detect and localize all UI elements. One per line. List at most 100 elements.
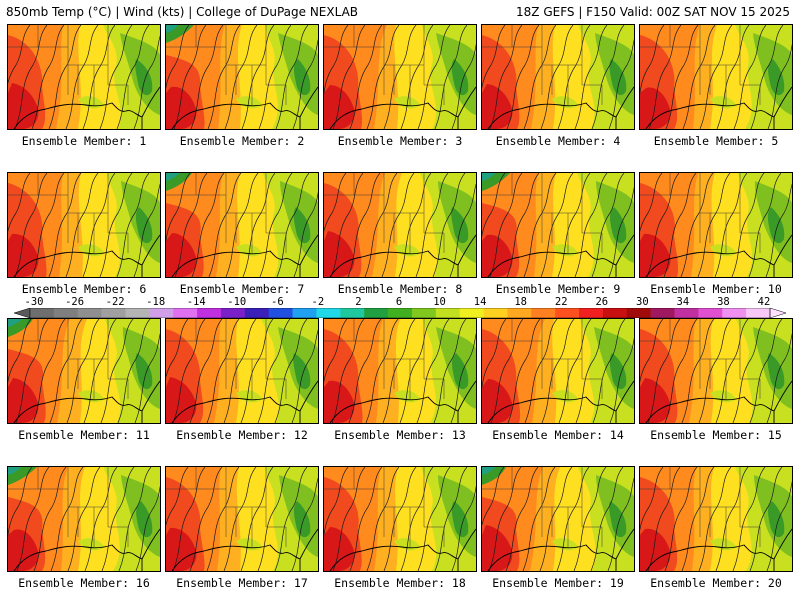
state-border xyxy=(581,213,602,234)
state-border xyxy=(739,359,760,380)
coastline-atlantic xyxy=(615,234,634,266)
isotherm-contour xyxy=(482,319,507,389)
state-border xyxy=(739,213,760,234)
isotherm-contour xyxy=(133,183,160,277)
colorbar-swatch xyxy=(435,308,460,318)
colorbar-swatch xyxy=(459,308,484,318)
colorbar-swatch xyxy=(101,308,126,318)
isotherm-contour xyxy=(8,467,33,537)
isotherm-contour xyxy=(415,173,449,277)
temperature-field-map xyxy=(324,25,476,129)
isotherm-contour xyxy=(506,173,540,277)
ensemble-member-map xyxy=(165,466,319,572)
isotherm-contour xyxy=(349,467,383,571)
colorbar-tick-label: 42 xyxy=(757,296,771,308)
state-border xyxy=(581,359,602,380)
colorbar-tick-label: 22 xyxy=(554,296,568,308)
isotherm-contour xyxy=(749,467,783,571)
colorbar-swatch xyxy=(626,308,651,318)
isotherm-contour xyxy=(417,467,451,571)
field-hot-core xyxy=(8,378,39,423)
isotherm-contour xyxy=(489,25,523,129)
colorbar-tick-label: -26 xyxy=(65,296,85,308)
isotherm-contour xyxy=(324,319,348,383)
isotherm-contour xyxy=(116,25,150,129)
isotherm-contour xyxy=(172,467,206,571)
isotherm-contour xyxy=(507,319,541,423)
isotherm-contour xyxy=(134,332,160,423)
ensemble-member-caption: Ensemble Member: 19 xyxy=(492,576,624,590)
coastline-atlantic xyxy=(457,528,476,560)
field-dark-green xyxy=(609,59,627,96)
model-valid-time: 18Z GEFS | F150 Valid: 00Z SAT NOV 15 20… xyxy=(516,5,790,19)
colorbar-swatch xyxy=(77,308,102,318)
field-hot-core xyxy=(640,87,671,129)
state-border xyxy=(107,507,128,528)
coastline xyxy=(329,250,459,277)
field-hot-core xyxy=(166,233,197,277)
ensemble-member-map xyxy=(323,466,477,572)
field-dark-green xyxy=(768,501,785,538)
isotherm-contour xyxy=(608,186,634,277)
colorbar-swatch xyxy=(220,308,246,318)
state-border xyxy=(107,359,128,380)
isotherm-contour xyxy=(330,173,364,277)
isotherm-contour xyxy=(506,25,540,129)
isotherm-contour xyxy=(434,467,468,571)
isotherm-contour xyxy=(348,319,382,423)
colorbar-left-arrow xyxy=(14,308,31,318)
state-border xyxy=(107,213,128,234)
isotherm-contour xyxy=(663,173,697,277)
isotherm-contour xyxy=(274,319,308,423)
field-hot-core xyxy=(482,379,513,423)
colorbar-tick-label: 26 xyxy=(595,296,609,308)
isotherm-contour xyxy=(189,319,223,423)
isotherm-contour xyxy=(608,38,634,129)
isotherm-contour xyxy=(206,319,240,423)
isotherm-contour xyxy=(575,319,609,423)
isotherm-contour xyxy=(434,25,468,129)
field-dark-green xyxy=(451,207,469,244)
coastline-atlantic xyxy=(299,86,318,118)
field-hot-core xyxy=(640,233,671,277)
temperature-field-map xyxy=(640,25,792,129)
ensemble-member-caption: Ensemble Member: 8 xyxy=(337,282,463,296)
isotherm-contour xyxy=(166,173,191,243)
colorbar-tick-label: -10 xyxy=(227,296,247,308)
coastline-atlantic xyxy=(299,380,318,412)
isotherm-contour xyxy=(732,467,766,571)
ensemble-member-map xyxy=(481,466,635,572)
coastline-atlantic xyxy=(141,528,160,560)
temperature-field-map xyxy=(8,25,160,129)
coastline-atlantic xyxy=(773,86,792,118)
isotherm-contour xyxy=(574,173,608,277)
ensemble-member-map xyxy=(7,318,161,424)
coastline-atlantic xyxy=(773,528,792,560)
isotherm-contour xyxy=(48,25,82,129)
isotherm-contour xyxy=(416,319,450,423)
isotherm-contour xyxy=(733,25,767,129)
field-dark-green xyxy=(452,353,469,390)
ensemble-member-caption: Ensemble Member: 6 xyxy=(21,282,147,296)
temperature-field-map xyxy=(324,319,476,423)
isotherm-contour xyxy=(767,43,792,129)
field-hot-core xyxy=(640,528,671,571)
ensemble-member-caption: Ensemble Member: 3 xyxy=(337,134,463,148)
coastline xyxy=(645,396,775,423)
field-dark-green xyxy=(767,207,785,244)
isotherm-contour xyxy=(118,467,152,571)
field-hot-core xyxy=(482,525,513,571)
ensemble-member-caption: Ensemble Member: 9 xyxy=(495,282,621,296)
coastline xyxy=(329,102,459,129)
ensemble-member-map xyxy=(639,24,793,130)
isotherm-contour xyxy=(607,477,634,571)
isotherm-contour xyxy=(258,25,292,129)
coastline-atlantic xyxy=(615,528,634,560)
colorbar-swatch xyxy=(483,308,508,318)
temperature-field-map xyxy=(640,319,792,423)
colorbar-swatch xyxy=(364,308,389,318)
ensemble-member-caption: Ensemble Member: 18 xyxy=(334,576,466,590)
colorbar-swatch xyxy=(555,308,580,318)
temperature-field-map xyxy=(166,173,318,277)
isotherm-contour xyxy=(648,25,682,129)
